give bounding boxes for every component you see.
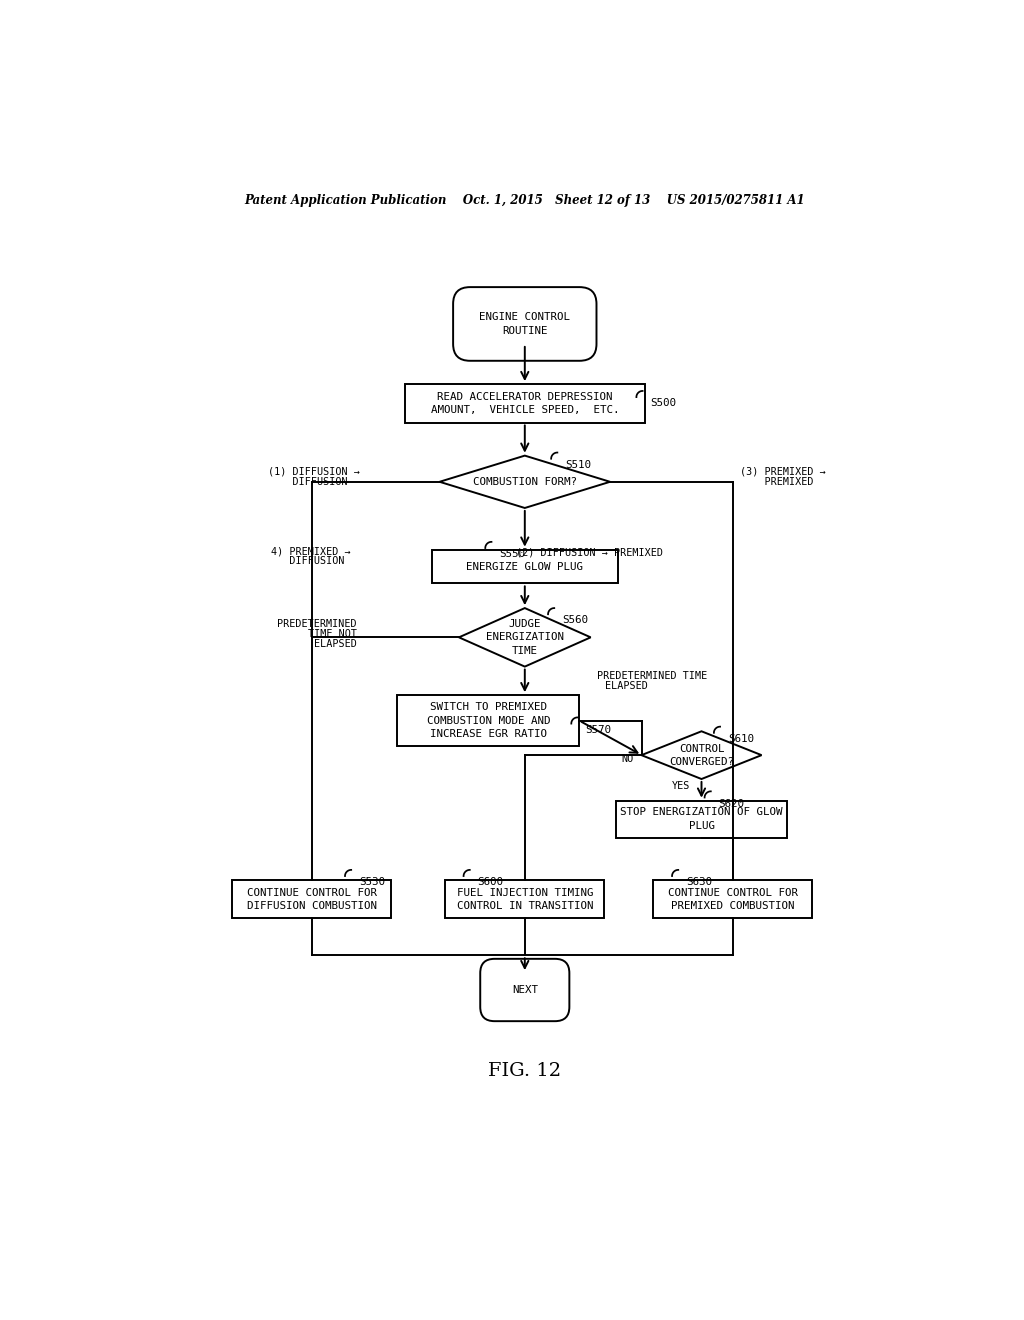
FancyBboxPatch shape [480,958,569,1022]
Text: SWITCH TO PREMIXED
COMBUSTION MODE AND
INCREASE EGR RATIO: SWITCH TO PREMIXED COMBUSTION MODE AND I… [427,702,550,739]
Bar [445,880,604,919]
Text: FUEL INJECTION TIMING
CONTROL IN TRANSITION: FUEL INJECTION TIMING CONTROL IN TRANSIT… [457,887,593,911]
Text: TIME NOT: TIME NOT [307,630,356,639]
Text: READ ACCELERATOR DEPRESSION
AMOUNT,  VEHICLE SPEED,  ETC.: READ ACCELERATOR DEPRESSION AMOUNT, VEHI… [430,392,620,414]
Text: ELAPSED: ELAPSED [313,639,356,649]
Text: 4) PREMIXED →: 4) PREMIXED → [271,546,351,556]
Text: S610: S610 [728,734,754,744]
Bar [232,880,391,919]
Text: NEXT: NEXT [512,985,538,995]
Text: CONTINUE CONTROL FOR
PREMIXED COMBUSTION: CONTINUE CONTROL FOR PREMIXED COMBUSTION [668,887,798,911]
Text: S600: S600 [477,878,504,887]
Bar [653,880,812,919]
Text: (2) DIFFUSION → PREMIXED: (2) DIFFUSION → PREMIXED [515,548,663,557]
Text: S550: S550 [500,549,525,560]
Text: COMBUSTION FORM?: COMBUSTION FORM? [473,477,577,487]
Text: ELAPSED: ELAPSED [604,681,647,690]
Polygon shape [641,731,762,779]
Text: JUDGE
ENERGIZATION
TIME: JUDGE ENERGIZATION TIME [485,619,564,656]
Text: S570: S570 [586,725,611,735]
Text: Patent Application Publication    Oct. 1, 2015   Sheet 12 of 13    US 2015/02758: Patent Application Publication Oct. 1, 2… [245,194,805,207]
Text: ENERGIZE GLOW PLUG: ENERGIZE GLOW PLUG [466,561,584,572]
Text: CONTINUE CONTROL FOR
DIFFUSION COMBUSTION: CONTINUE CONTROL FOR DIFFUSION COMBUSTIO… [247,887,377,911]
Bar [397,696,580,746]
Bar [432,549,617,583]
Text: ENGINE CONTROL
ROUTINE: ENGINE CONTROL ROUTINE [479,313,570,335]
Text: S510: S510 [565,459,591,470]
Text: CONTROL
CONVERGED?: CONTROL CONVERGED? [669,743,734,767]
Text: S630: S630 [686,878,712,887]
Bar [404,384,645,422]
Text: (3) PREMIXED →: (3) PREMIXED → [740,467,826,477]
Text: PREDETERMINED TIME: PREDETERMINED TIME [597,671,708,681]
Text: S620: S620 [719,799,744,809]
FancyBboxPatch shape [453,288,597,360]
Text: YES: YES [673,781,690,791]
Text: DIFFUSION: DIFFUSION [267,477,347,487]
Polygon shape [439,455,610,508]
Bar [616,800,786,838]
Text: PREDETERMINED: PREDETERMINED [278,619,356,630]
Text: S500: S500 [650,399,676,408]
Text: S560: S560 [562,615,588,626]
Text: STOP ENERGIZATION OF GLOW
PLUG: STOP ENERGIZATION OF GLOW PLUG [621,808,782,830]
Text: DIFFUSION: DIFFUSION [271,556,345,566]
Text: FIG. 12: FIG. 12 [488,1061,561,1080]
Text: (1) DIFFUSION →: (1) DIFFUSION → [267,467,359,477]
Text: PREMIXED: PREMIXED [740,477,814,487]
Polygon shape [459,609,591,667]
Text: S530: S530 [359,878,385,887]
Text: NO: NO [621,754,633,764]
